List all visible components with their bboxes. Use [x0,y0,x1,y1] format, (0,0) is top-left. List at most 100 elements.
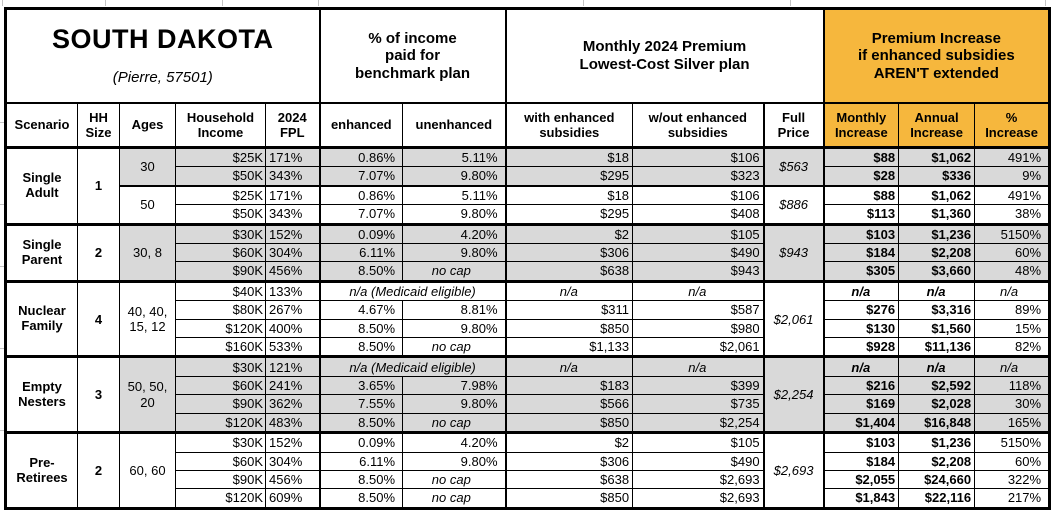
cell-pct-increase[interactable]: 491% [974,145,1051,168]
col-header-unenhanced[interactable]: unenhanced [402,102,507,149]
cell-hh-size[interactable]: 3 [77,355,120,434]
col-header-with-subsidies[interactable]: with enhanced subsidies [504,102,634,149]
cell-ages[interactable]: 30 [119,145,176,187]
cell-monthly-increase[interactable]: $103 [822,431,900,453]
cell-full-price[interactable]: $943 [762,222,825,282]
cell-unenhanced-pct[interactable]: no cap [402,337,507,358]
cell-monthly-increase[interactable]: $184 [822,243,900,263]
cell-income[interactable]: $60K [175,375,266,396]
cell-premium-without-subsidies[interactable]: $106 [632,145,765,168]
cell-monthly-increase[interactable]: $88 [822,184,900,206]
cell-unenhanced-pct[interactable]: 7.98% [402,375,507,396]
cell-annual-increase[interactable]: $2,592 [898,375,976,396]
cell-enhanced-pct[interactable]: 4.67% [318,300,404,320]
cell-premium-with-subsidies[interactable]: $850 [504,412,634,434]
cell-pct-increase[interactable]: 60% [974,243,1051,263]
cell-monthly-increase[interactable]: $169 [822,394,900,414]
cell-premium-with-subsidies[interactable]: $1,133 [504,337,634,358]
cell-pct-increase[interactable]: 9% [974,166,1051,187]
cell-premium-with-subsidies[interactable]: n/a [504,355,634,377]
cell-enhanced-pct[interactable]: 0.09% [318,222,404,245]
cell-premium-with-subsidies[interactable]: $311 [504,300,634,320]
cell-premium-with-subsidies[interactable]: $18 [504,145,634,168]
cell-income[interactable]: $60K [175,451,266,471]
cell-income[interactable]: $30K [175,355,266,377]
cell-fpl[interactable]: 400% [264,318,321,339]
cell-monthly-increase[interactable]: $103 [822,222,900,245]
cell-pct-increase[interactable]: n/a [974,355,1051,377]
cell-ages[interactable]: 40, 40, 15, 12 [119,279,176,358]
cell-fpl[interactable]: 456% [264,469,321,490]
cell-premium-without-subsidies[interactable]: $323 [632,166,765,187]
cell-monthly-increase[interactable]: $1,843 [822,488,900,509]
cell-unenhanced-pct[interactable]: 4.20% [402,431,507,453]
cell-ages[interactable]: 60, 60 [119,431,176,509]
cell-premium-with-subsidies[interactable]: $850 [504,318,634,339]
cell-annual-increase[interactable]: $1,236 [898,431,976,453]
cell-unenhanced-pct[interactable]: 9.80% [402,204,507,225]
cell-pct-increase[interactable]: 60% [974,451,1051,471]
cell-unenhanced-pct[interactable]: no cap [402,261,507,282]
cell-unenhanced-pct[interactable]: 5.11% [402,145,507,168]
cell-income[interactable]: $40K [175,279,266,302]
col-header-scenario[interactable]: Scenario [5,102,78,149]
cell-scenario[interactable]: Pre-Retirees [5,431,78,509]
cell-fpl[interactable]: 304% [264,243,321,263]
cell-premium-without-subsidies[interactable]: $980 [632,318,765,339]
cell-ages[interactable]: 50 [119,184,176,225]
cell-income[interactable]: $120K [175,412,266,434]
cell-annual-increase[interactable]: $1,236 [898,222,976,245]
cell-pct-increase[interactable]: 5150% [974,222,1051,245]
cell-monthly-increase[interactable]: $113 [822,204,900,225]
col-header-monthly-increase[interactable]: Monthly Increase [822,102,900,149]
cell-premium-with-subsidies[interactable]: $638 [504,469,634,490]
header-section-increase[interactable]: Premium Increase if enhanced subsidies A… [822,8,1051,105]
col-header-full-price[interactable]: Full Price [762,102,825,149]
cell-pct-increase[interactable]: 15% [974,318,1051,339]
cell-pct-increase[interactable]: 491% [974,184,1051,206]
cell-premium-without-subsidies[interactable]: $735 [632,394,765,414]
cell-premium-without-subsidies[interactable]: $490 [632,243,765,263]
cell-scenario[interactable]: Empty Nesters [5,355,78,434]
cell-pct-increase[interactable]: 118% [974,375,1051,396]
cell-monthly-increase[interactable]: $130 [822,318,900,339]
cell-monthly-increase[interactable]: $928 [822,337,900,358]
cell-fpl[interactable]: 267% [264,300,321,320]
cell-fpl[interactable]: 456% [264,261,321,282]
cell-premium-with-subsidies[interactable]: $183 [504,375,634,396]
cell-premium-with-subsidies[interactable]: $295 [504,204,634,225]
cell-premium-without-subsidies[interactable]: $408 [632,204,765,225]
cell-pct-increase[interactable]: 322% [974,469,1051,490]
cell-enhanced-pct[interactable]: 8.50% [318,469,404,490]
cell-income[interactable]: $25K [175,184,266,206]
cell-medicaid-note[interactable]: n/a (Medicaid eligible) [318,279,507,302]
cell-full-price[interactable]: $563 [762,145,825,187]
cell-enhanced-pct[interactable]: 8.50% [318,488,404,509]
cell-annual-increase[interactable]: $2,208 [898,451,976,471]
cell-pct-increase[interactable]: n/a [974,279,1051,302]
cell-premium-without-subsidies[interactable]: $587 [632,300,765,320]
cell-unenhanced-pct[interactable]: 4.20% [402,222,507,245]
cell-pct-increase[interactable]: 5150% [974,431,1051,453]
cell-premium-without-subsidies[interactable]: $106 [632,184,765,206]
cell-income[interactable]: $50K [175,166,266,187]
cell-annual-increase[interactable]: n/a [898,355,976,377]
cell-hh-size[interactable]: 2 [77,431,120,509]
header-state[interactable]: SOUTH DAKOTA (Pierre, 57501) [4,8,321,105]
cell-income[interactable]: $160K [175,337,266,358]
cell-enhanced-pct[interactable]: 8.50% [318,261,404,282]
cell-full-price[interactable]: $2,061 [762,279,825,358]
cell-unenhanced-pct[interactable]: no cap [402,412,507,434]
cell-monthly-increase[interactable]: $305 [822,261,900,282]
cell-premium-with-subsidies[interactable]: $295 [504,166,634,187]
cell-annual-increase[interactable]: $336 [898,166,976,187]
cell-unenhanced-pct[interactable]: no cap [402,469,507,490]
cell-scenario[interactable]: Single Parent [5,222,78,282]
cell-income[interactable]: $30K [175,222,266,245]
cell-premium-without-subsidies[interactable]: n/a [632,355,765,377]
cell-monthly-increase[interactable]: $1,404 [822,412,900,434]
cell-unenhanced-pct[interactable]: 9.80% [402,243,507,263]
header-section-premium[interactable]: Monthly 2024 Premium Lowest-Cost Silver … [504,8,825,105]
cell-annual-increase[interactable]: $24,660 [898,469,976,490]
header-section-income-pct[interactable]: % of income paid for benchmark plan [318,8,507,105]
